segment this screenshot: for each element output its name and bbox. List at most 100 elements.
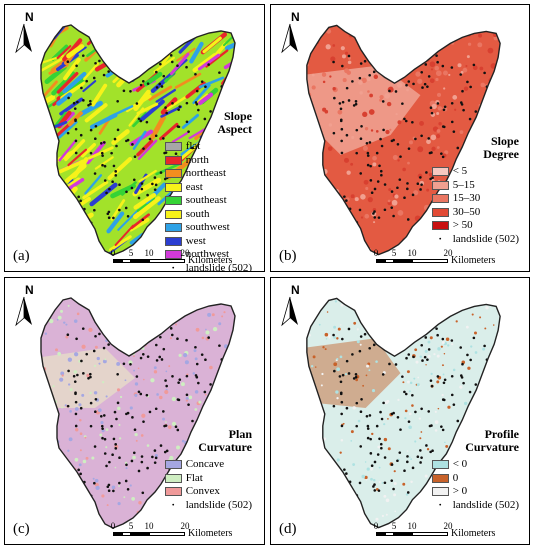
- landslide-point: [80, 359, 83, 363]
- landslide-point: [359, 137, 363, 141]
- study-area-map: [40, 24, 236, 256]
- landslide-point: [404, 392, 408, 396]
- landslide-point: [107, 489, 111, 493]
- landslide-point: [440, 425, 443, 428]
- landslide-point: [355, 151, 358, 155]
- landslide-point: [412, 355, 415, 359]
- landslide-point: [420, 70, 424, 74]
- landslide-point: [373, 210, 376, 213]
- landslide-point: [407, 80, 411, 83]
- landslide-point: [94, 124, 98, 128]
- landslide-point: [358, 481, 362, 485]
- landslide-point: [81, 54, 85, 57]
- landslide-point: [411, 466, 415, 470]
- landslide-point: [75, 337, 78, 341]
- legend-item: northeast: [164, 167, 252, 181]
- landslide-point: [89, 102, 92, 106]
- landslide-point: [132, 451, 136, 455]
- scale-tick-label: 0: [110, 521, 116, 531]
- landslide-point: [114, 328, 118, 331]
- landslide-point: [347, 327, 351, 331]
- landslide-point: [108, 187, 111, 191]
- landslide-point: [360, 398, 363, 401]
- landslide-point: [76, 373, 79, 377]
- landslide-point: [146, 355, 150, 358]
- landslide-point: [131, 143, 134, 146]
- landslide-point: [162, 74, 166, 78]
- landslide-point: [355, 424, 358, 428]
- landslide-point: [74, 139, 78, 143]
- landslide-point: [369, 164, 372, 168]
- landslide-point: [197, 108, 200, 112]
- landslide-point: [354, 100, 358, 103]
- landslide-point: [486, 418, 490, 422]
- panel-label: (b): [279, 248, 297, 264]
- landslide-point: [176, 125, 180, 128]
- landslide-point: [380, 446, 383, 450]
- landslide-point: [403, 469, 406, 473]
- landslide-point: [164, 379, 167, 382]
- scale-segment: [385, 532, 394, 536]
- landslide-point: [115, 417, 118, 421]
- legend-item: Convex: [164, 485, 252, 499]
- landslide-point: [185, 120, 189, 124]
- landslide-point: [420, 407, 423, 411]
- landslide-point: [366, 151, 370, 155]
- landslide-point: [373, 489, 377, 492]
- legend-swatch: [431, 207, 449, 217]
- landslide-point: [114, 447, 118, 450]
- landslide-point: [379, 169, 383, 173]
- landslide-point: [146, 466, 149, 470]
- landslide-point: [398, 451, 402, 454]
- landslide-point: [110, 151, 113, 155]
- landslide-point: [456, 146, 460, 150]
- landslide-point: [207, 63, 210, 66]
- landslide-point: [107, 343, 110, 346]
- landslide-point: [133, 428, 137, 431]
- landslide-point: [195, 362, 199, 366]
- landslide-point: [341, 337, 344, 341]
- landslide-point: [343, 468, 346, 471]
- landslide-point: [333, 96, 336, 100]
- scale-tick-label: 5: [128, 521, 134, 531]
- landslide-point: [154, 343, 158, 347]
- legend-swatch: [431, 460, 449, 470]
- legend-item-landslide: · landslide (502): [432, 233, 519, 247]
- legend-label: 5–15: [452, 178, 475, 191]
- legend-swatch: [164, 169, 182, 179]
- landslide-point: [406, 187, 409, 191]
- landslide-point: [436, 333, 439, 337]
- landslide-point: [153, 449, 157, 452]
- landslide-point: [396, 143, 400, 146]
- study-area-boundary: [306, 24, 501, 256]
- scale-tick-label: 20: [443, 521, 453, 531]
- landslide-point: [390, 190, 394, 193]
- landslide-point: [429, 379, 433, 382]
- legend: Plan Curvature Concave Flat Convex · landsli…: [164, 428, 252, 512]
- landslide-point: [355, 128, 359, 132]
- landslide-point: [483, 71, 486, 75]
- landslide-point: [74, 412, 78, 416]
- landslide-point: [103, 179, 107, 182]
- scale-segment: [113, 532, 122, 536]
- landslide-point: [135, 102, 139, 105]
- landslide-point: [486, 405, 489, 409]
- landslide-point: [428, 151, 432, 155]
- landslide-point: [340, 127, 344, 131]
- scale-segment: [412, 259, 448, 263]
- landslide-point: [442, 381, 446, 385]
- landslide-point: [370, 464, 374, 467]
- landslide-point: [466, 80, 469, 84]
- landslide-point: [332, 333, 335, 337]
- landslide-point: [116, 401, 120, 405]
- legend-label: southwest: [185, 221, 230, 234]
- landslide-point: [139, 392, 143, 396]
- landslide-point: [339, 107, 343, 111]
- legend-label: northeast: [185, 167, 227, 180]
- landslide-point: [113, 410, 117, 414]
- landslide-point: [365, 141, 369, 145]
- legend-item: < 0: [431, 458, 519, 472]
- landslide-point: [139, 83, 143, 87]
- landslide-point: [153, 176, 157, 179]
- landslide-point: [176, 398, 180, 401]
